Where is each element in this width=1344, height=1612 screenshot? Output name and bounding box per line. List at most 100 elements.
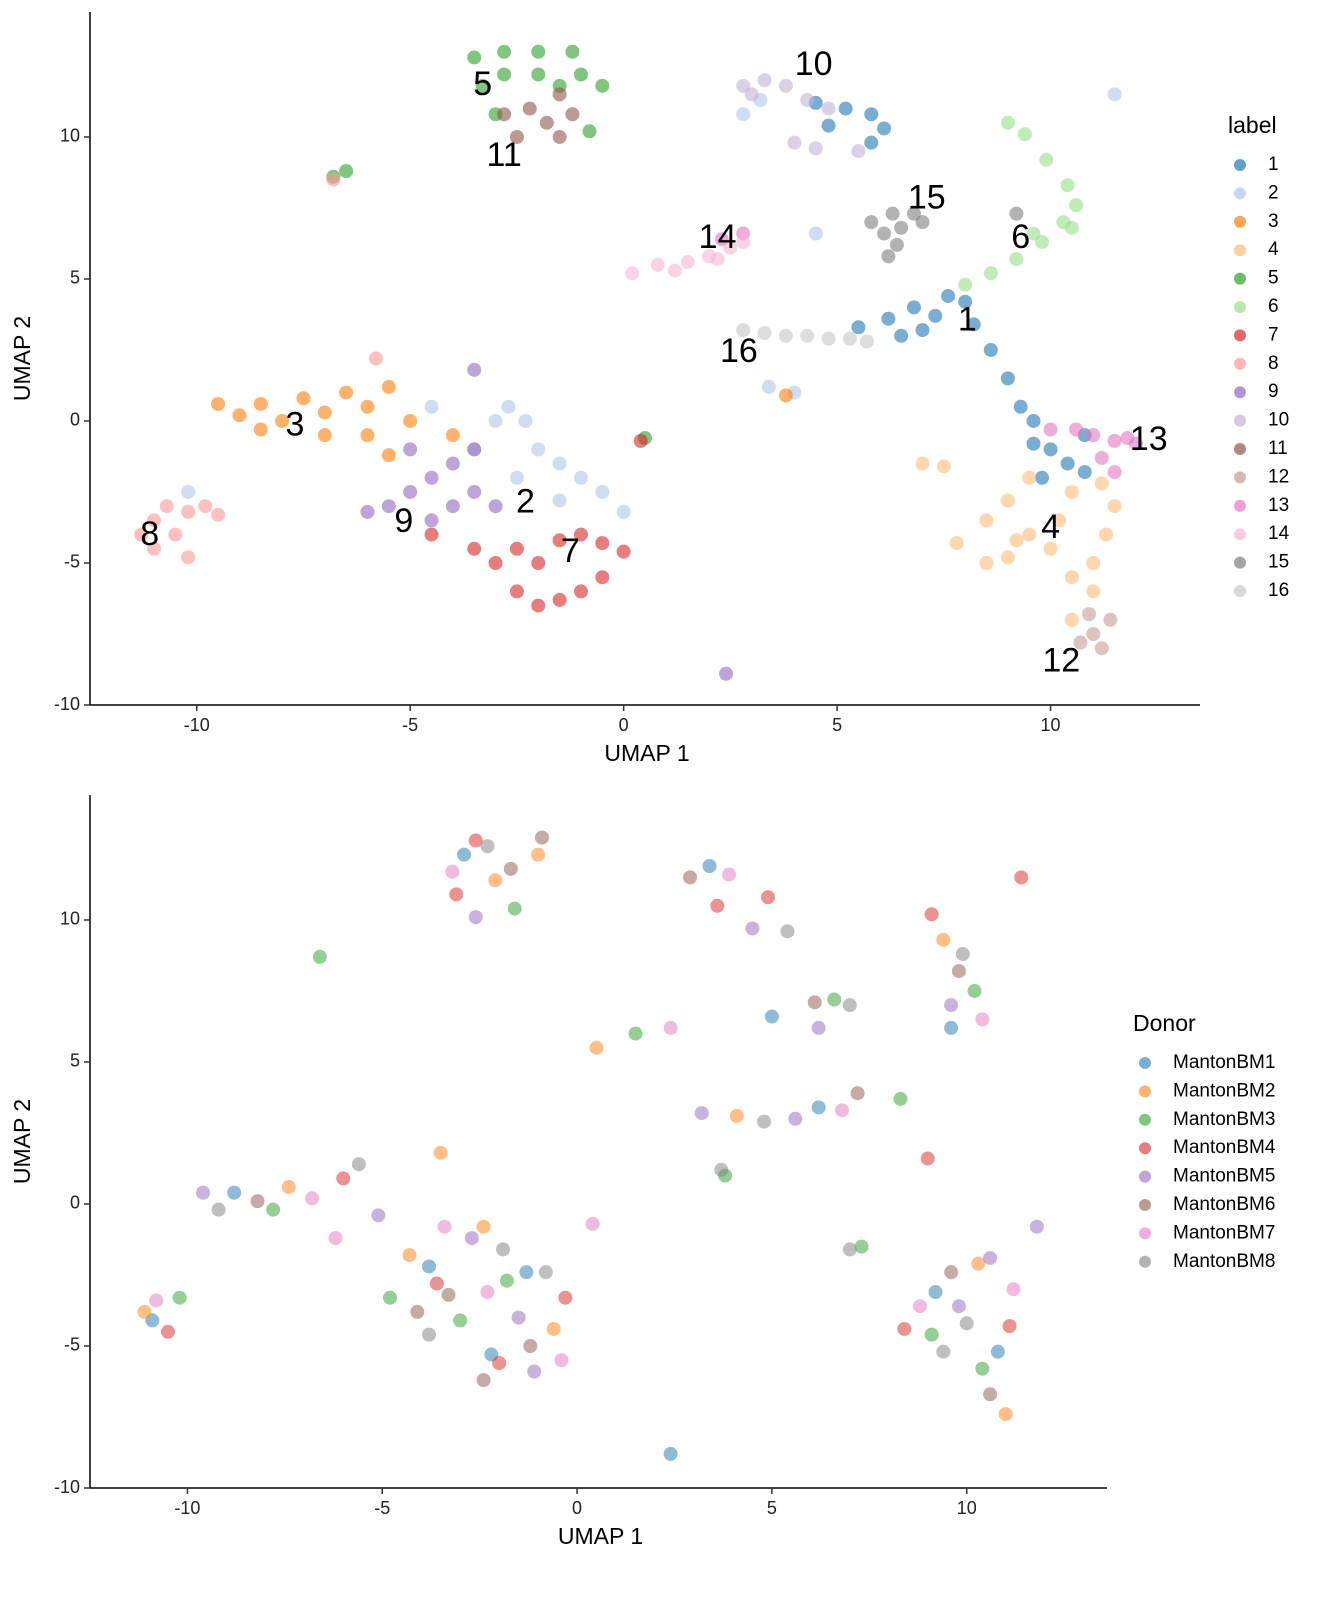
point bbox=[507, 901, 522, 916]
legend-label: 12 bbox=[1268, 466, 1289, 487]
point bbox=[467, 541, 482, 556]
point bbox=[422, 1259, 436, 1274]
point bbox=[722, 867, 737, 882]
y-tick-label: -10 bbox=[54, 1477, 80, 1497]
point bbox=[1026, 413, 1041, 428]
series bbox=[915, 456, 1122, 627]
point bbox=[1043, 541, 1058, 556]
point bbox=[864, 215, 879, 230]
point bbox=[894, 220, 909, 235]
point bbox=[1009, 206, 1024, 221]
point bbox=[326, 172, 341, 187]
point bbox=[821, 101, 836, 116]
point bbox=[467, 362, 482, 377]
cluster-label: 16 bbox=[720, 332, 758, 370]
y-tick-label: -10 bbox=[54, 694, 80, 714]
x-tick-label: -5 bbox=[402, 715, 418, 735]
point bbox=[403, 484, 418, 499]
point bbox=[552, 129, 567, 144]
legend-label: 16 bbox=[1268, 580, 1289, 601]
point bbox=[172, 1290, 187, 1305]
point bbox=[1094, 641, 1109, 656]
point bbox=[445, 499, 460, 514]
legend-marker bbox=[1234, 357, 1246, 370]
legend-marker bbox=[1139, 1142, 1151, 1155]
point bbox=[369, 351, 384, 366]
point bbox=[667, 263, 682, 278]
series bbox=[181, 87, 1122, 519]
point bbox=[966, 317, 981, 332]
point bbox=[928, 308, 943, 323]
cluster-label: 6 bbox=[1011, 218, 1030, 256]
point bbox=[1103, 612, 1118, 627]
point bbox=[958, 294, 973, 309]
point bbox=[1099, 527, 1114, 542]
point bbox=[453, 1313, 468, 1328]
point bbox=[1107, 499, 1122, 514]
cluster-label: 14 bbox=[699, 218, 737, 256]
legend-marker bbox=[1139, 1113, 1151, 1126]
point bbox=[134, 527, 149, 542]
point bbox=[585, 1216, 600, 1231]
point bbox=[1029, 1219, 1044, 1234]
point bbox=[554, 1353, 569, 1368]
point bbox=[983, 342, 998, 357]
point bbox=[1014, 870, 1029, 885]
point bbox=[936, 932, 951, 947]
point bbox=[807, 995, 822, 1010]
x-tick-label: 0 bbox=[572, 1498, 582, 1518]
point bbox=[1009, 252, 1024, 267]
point bbox=[788, 1111, 803, 1126]
legend-label: 2 bbox=[1268, 182, 1279, 203]
point bbox=[527, 1364, 542, 1379]
point bbox=[535, 830, 549, 845]
series bbox=[137, 847, 1013, 1422]
point bbox=[780, 924, 795, 939]
y-tick-label: 10 bbox=[60, 909, 80, 929]
point bbox=[538, 1265, 553, 1280]
point bbox=[211, 507, 226, 522]
point bbox=[503, 861, 518, 876]
point bbox=[424, 527, 439, 542]
point bbox=[468, 833, 483, 848]
point bbox=[360, 428, 375, 443]
point bbox=[616, 544, 631, 559]
legend-marker bbox=[1234, 471, 1246, 484]
point bbox=[951, 1299, 966, 1314]
point bbox=[539, 115, 554, 130]
point bbox=[889, 237, 904, 252]
point bbox=[522, 101, 537, 116]
legend-label: MantonBM6 bbox=[1173, 1194, 1275, 1215]
point bbox=[403, 442, 418, 457]
point bbox=[381, 499, 396, 514]
point bbox=[827, 992, 842, 1007]
point bbox=[336, 1171, 351, 1186]
y-tick-label: -5 bbox=[64, 552, 80, 572]
series bbox=[250, 830, 998, 1402]
point bbox=[936, 1344, 951, 1359]
point bbox=[633, 433, 648, 448]
point bbox=[915, 215, 930, 230]
point bbox=[821, 118, 836, 133]
point bbox=[464, 1231, 479, 1246]
point bbox=[1006, 1282, 1021, 1297]
point bbox=[467, 442, 482, 457]
cluster-label: 5 bbox=[473, 65, 492, 103]
point bbox=[1064, 570, 1079, 585]
series bbox=[1073, 607, 1118, 656]
series bbox=[134, 172, 384, 565]
point bbox=[1039, 152, 1054, 167]
point bbox=[509, 129, 524, 144]
point bbox=[595, 484, 610, 499]
point bbox=[975, 1012, 990, 1027]
y-axis-title: UMAP 2 bbox=[9, 1099, 35, 1184]
point bbox=[467, 484, 482, 499]
point bbox=[1013, 399, 1028, 414]
point bbox=[1052, 513, 1067, 528]
point bbox=[147, 513, 162, 528]
point bbox=[764, 1009, 779, 1024]
point bbox=[531, 598, 546, 613]
point bbox=[531, 67, 546, 82]
point bbox=[281, 1179, 296, 1194]
point bbox=[433, 1145, 448, 1160]
